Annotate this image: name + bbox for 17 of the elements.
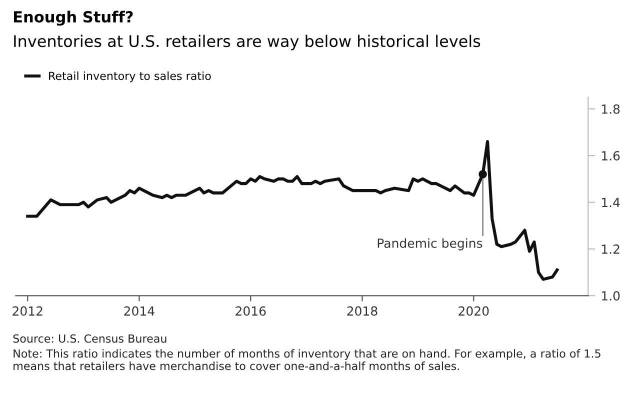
y-tick-label: 1.6 bbox=[602, 151, 620, 160]
x-tick-label: 2020 bbox=[458, 306, 489, 316]
chart-title: Enough Stuff? bbox=[14, 10, 133, 26]
y-tick-label: 1.4 bbox=[602, 198, 620, 208]
x-tick-label: 2012 bbox=[12, 306, 42, 316]
x-tick-label: 2014 bbox=[124, 306, 154, 316]
source-note: Source: U.S. Census Bureau bbox=[13, 334, 166, 343]
legend-label: Retail inventory to sales ratio bbox=[49, 71, 211, 82]
line-series bbox=[26, 140, 559, 281]
annotation: Pandemic begins bbox=[378, 238, 482, 250]
chart-subtitle: Inventories at U.S. retailers are way below historical levels bbox=[14, 34, 480, 50]
x-tick-label: 2018 bbox=[347, 306, 378, 316]
y-tick-label: 1.0 bbox=[602, 291, 620, 301]
text: Note: This ratio indicates the number of months of inventory that are on hand. For example, a ratio of 1.5 means that retailers have merchandise to cover one-and-a-half months of sales. bbox=[14, 349, 600, 370]
y-tick-label: 1.8 bbox=[602, 104, 620, 114]
x-tick-label: 2016 bbox=[236, 306, 266, 316]
y-tick-label: 1.2 bbox=[602, 244, 620, 254]
